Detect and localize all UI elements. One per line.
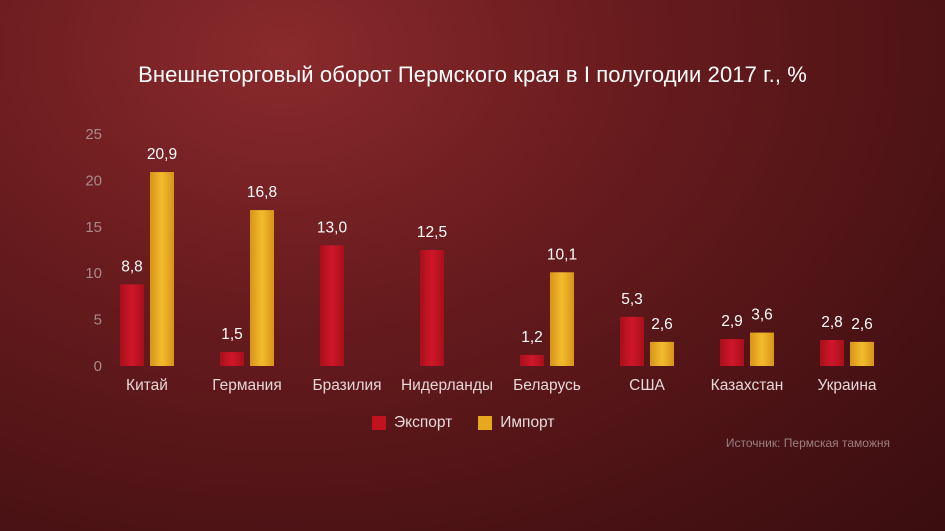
y-tick-label: 10 (85, 265, 102, 282)
data-label-import: 3,6 (751, 307, 773, 324)
category-label: Китай (126, 377, 168, 394)
legend-label-export: Экспорт (394, 414, 453, 431)
bar-export (320, 245, 344, 366)
data-label-export: 2,9 (721, 313, 743, 330)
data-label-export: 13,0 (317, 219, 348, 236)
data-label-export: 1,2 (521, 329, 543, 346)
legend-label-import: Импорт (500, 414, 555, 431)
source-note: Источник: Пермская таможня (725, 436, 890, 450)
data-label-export: 1,5 (221, 326, 243, 343)
bar-export (820, 340, 844, 366)
category-label: Германия (212, 377, 282, 394)
bar-import (750, 332, 774, 366)
category-label: Украина (817, 377, 876, 394)
bar-import (150, 172, 174, 366)
bar-export (620, 316, 644, 366)
data-label-export: 12,5 (417, 224, 447, 241)
legend-swatch-import (478, 416, 493, 430)
y-tick-label: 0 (94, 358, 102, 375)
data-label-export: 5,3 (621, 291, 643, 308)
data-label-import: 2,6 (851, 316, 873, 333)
category-label: США (629, 377, 665, 394)
bar-export (720, 339, 744, 366)
y-tick-label: 25 (85, 126, 102, 143)
category-label: Беларусь (513, 377, 581, 394)
category-label: Нидерланды (401, 377, 493, 394)
data-label-import: 10,1 (547, 246, 577, 263)
data-label-export: 2,8 (821, 314, 843, 331)
bar-import (250, 210, 274, 366)
bar-export (520, 354, 544, 366)
y-tick-label: 20 (85, 172, 102, 189)
y-tick-label: 5 (94, 312, 102, 329)
data-label-import: 20,9 (147, 146, 177, 163)
bar-export (120, 284, 144, 366)
data-label-import: 16,8 (247, 184, 277, 201)
data-label-import: 2,6 (651, 316, 673, 333)
legend-swatch-export (372, 416, 386, 430)
legend-item-export: Экспорт (372, 414, 452, 432)
bar-import (650, 341, 674, 366)
chart-title: Внешнеторговый оборот Пермского края в I… (138, 62, 807, 87)
bar-export (220, 352, 244, 366)
legend: Экспорт Импорт (372, 414, 554, 432)
y-tick-label: 15 (85, 219, 102, 236)
category-label: Бразилия (312, 377, 381, 394)
data-label-export: 8,8 (121, 258, 143, 275)
bar-import (550, 272, 574, 366)
legend-item-import: Импорт (478, 414, 554, 432)
bar-import (850, 341, 874, 366)
bar-export (420, 250, 444, 366)
category-label: Казахстан (711, 377, 784, 394)
